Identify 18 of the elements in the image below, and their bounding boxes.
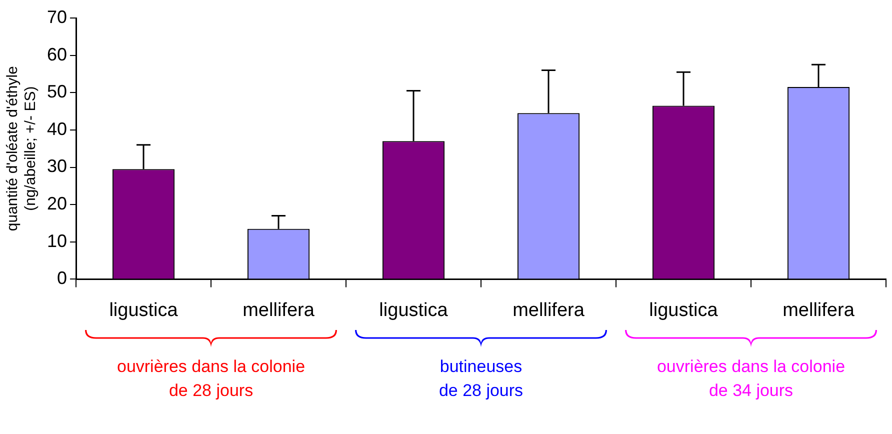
y-tick-label: 40 (46, 118, 68, 139)
text: ouvrières dans la colonie de 28 jours (116, 356, 306, 402)
y-tick-label: 30 (46, 156, 68, 176)
y-axis-title: quantité d'oléate d'éthyle (ng/abeille; +/- ES) (4, 66, 40, 232)
y-tick-label: 60 (46, 44, 68, 64)
y-tick-label: 50 (46, 82, 68, 102)
x-tick-label: mellifera (242, 300, 315, 321)
x-tick-label: ligustica (649, 300, 718, 321)
x-tick-label: ligustica (379, 300, 448, 321)
y-tick-label: 10 (46, 230, 68, 251)
x-tick-label: mellifera (782, 300, 855, 321)
y-tick-label: 70 (46, 6, 68, 27)
x-tick-label: mellifera (512, 300, 585, 321)
text: ouvrières dans la colonie de 34 jours (656, 356, 846, 402)
y-tick-label: 0 (57, 268, 68, 288)
y-tick-label: 20 (46, 194, 68, 214)
x-tick-label: ligustica (109, 300, 178, 321)
text: butineuses de 28 jours (438, 356, 524, 402)
